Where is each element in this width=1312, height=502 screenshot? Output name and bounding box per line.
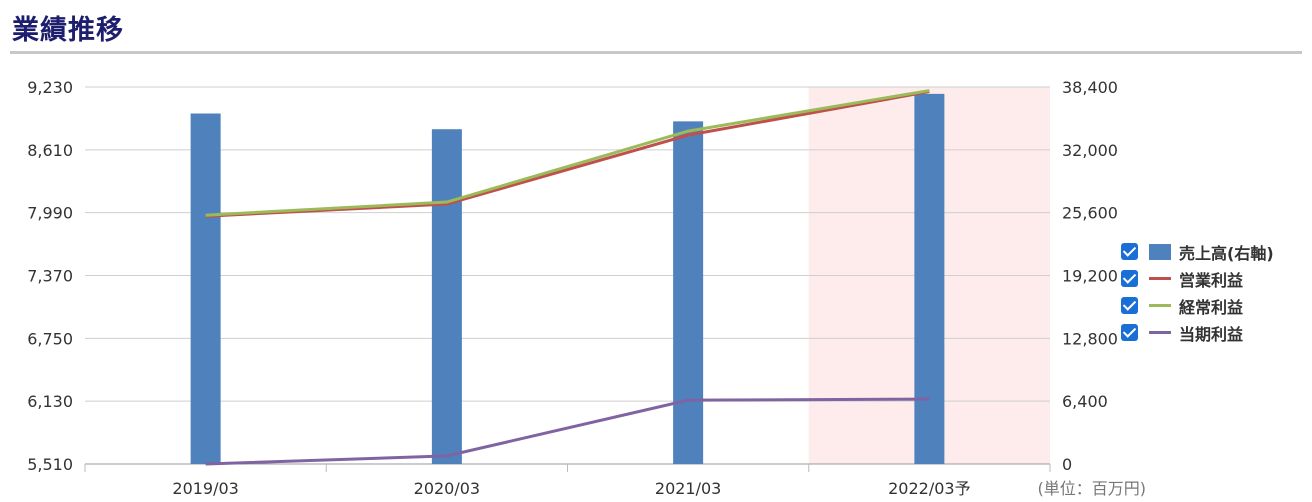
left-axis-tick-label: 6,130: [27, 392, 73, 411]
left-axis-tick-label: 6,750: [27, 329, 73, 348]
checkbox-checked-icon[interactable]: [1121, 324, 1138, 341]
legend-item-operating-profit[interactable]: 営業利益: [1121, 265, 1274, 292]
line-swatch-icon: [1149, 304, 1171, 307]
bar-2019/03: [190, 113, 221, 464]
right-axis-tick-label: 25,600: [1062, 204, 1118, 223]
right-axis-tick-label: 12,800: [1062, 329, 1118, 348]
line-swatch-icon: [1149, 277, 1171, 280]
legend-label: 当期利益: [1179, 324, 1244, 344]
series-line-営業利益: [205, 90, 930, 218]
right-axis-tick-label: 32,000: [1062, 141, 1118, 160]
legend-item-net-profit[interactable]: 当期利益: [1121, 319, 1274, 346]
chart-legend: 売上高(右軸) 営業利益 経常利益 当期利益: [1121, 238, 1274, 346]
left-axis-tick-label: 7,370: [27, 267, 73, 286]
unit-label: (単位：百万円): [1038, 479, 1147, 498]
x-axis-tick-label: 2021/03: [655, 479, 721, 498]
bar-2021/03: [673, 121, 704, 465]
left-axis-tick-label: 9,230: [27, 78, 73, 97]
left-axis-tick-label: 5,510: [27, 455, 73, 474]
left-axis-tick-label: 8,610: [27, 141, 73, 160]
right-axis-tick-label: 19,200: [1062, 267, 1118, 286]
line-swatch-icon: [1149, 331, 1171, 334]
legend-item-ordinary-profit[interactable]: 経常利益: [1121, 292, 1274, 319]
legend-label: 経常利益: [1179, 297, 1244, 317]
bar-swatch-icon: [1149, 243, 1171, 260]
legend-item-sales[interactable]: 売上高(右軸): [1121, 238, 1274, 265]
x-axis-tick-label: 2022/03予: [888, 479, 970, 498]
series-line-当期利益: [205, 397, 930, 466]
legend-label: 売上高(右軸): [1179, 243, 1274, 263]
series-line-経常利益: [205, 89, 930, 217]
right-axis-tick-label: 6,400: [1062, 392, 1108, 411]
page-title: 業績推移: [12, 15, 124, 46]
checkbox-checked-icon[interactable]: [1121, 270, 1138, 287]
checkbox-checked-icon[interactable]: [1121, 297, 1138, 314]
right-axis-tick-label: 0: [1062, 455, 1072, 474]
checkbox-checked-icon[interactable]: [1121, 243, 1138, 260]
x-axis-tick-label: 2019/03: [172, 479, 238, 498]
legend-label: 営業利益: [1179, 270, 1244, 290]
bar-2022/03予: [914, 93, 945, 464]
left-axis-tick-label: 7,990: [27, 204, 73, 223]
x-axis-tick-label: 2020/03: [414, 479, 480, 498]
right-axis-tick-label: 38,400: [1062, 78, 1118, 97]
bar-2020/03: [431, 129, 462, 465]
title-divider: [10, 51, 1302, 54]
